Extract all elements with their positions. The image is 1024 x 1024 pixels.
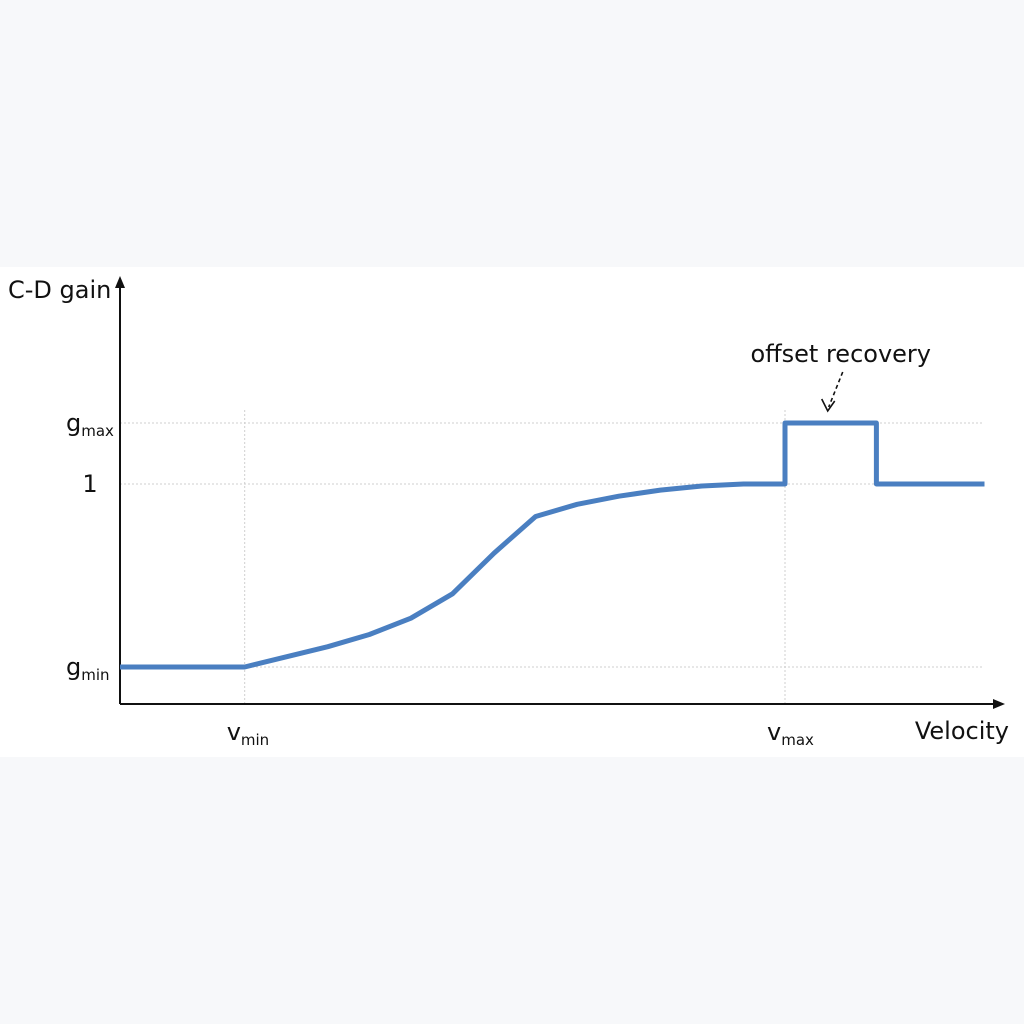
y-tick-label-g-min: gmin bbox=[66, 653, 110, 684]
y-tick-label-g-max: gmax bbox=[66, 409, 114, 440]
annotation-offset-recovery: offset recovery bbox=[750, 340, 931, 368]
x-tick-label-v-min: vmin bbox=[227, 718, 270, 749]
grid-lines bbox=[120, 410, 984, 704]
x-tick-label-v-max: vmax bbox=[767, 718, 814, 749]
x-tick-base-v-max: v bbox=[767, 718, 781, 746]
series-line-0 bbox=[120, 420, 985, 670]
axes bbox=[115, 276, 1005, 709]
x-axis-title: Velocity bbox=[915, 717, 1009, 745]
y-tick-sub-g-min: min bbox=[81, 666, 109, 684]
y-axis-title: C-D gain bbox=[8, 276, 111, 304]
annotation-arrow-offset-recovery bbox=[827, 371, 844, 408]
plot-area-background bbox=[0, 267, 1024, 757]
x-tick-sub-v-max: max bbox=[781, 731, 814, 749]
x-tick-base-v-min: v bbox=[227, 718, 241, 746]
y-axis-arrowhead bbox=[115, 276, 125, 288]
y-tick-label-one: 1 bbox=[82, 470, 97, 498]
series bbox=[120, 420, 985, 670]
annotation-arrowhead-offset-recovery bbox=[821, 398, 836, 413]
x-tick-sub-v-min: min bbox=[241, 731, 269, 749]
x-axis-arrowhead bbox=[993, 699, 1005, 709]
y-tick-base-g-max: g bbox=[66, 409, 81, 437]
y-tick-sub-g-max: max bbox=[81, 422, 114, 440]
y-tick-base-g-min: g bbox=[66, 653, 81, 681]
